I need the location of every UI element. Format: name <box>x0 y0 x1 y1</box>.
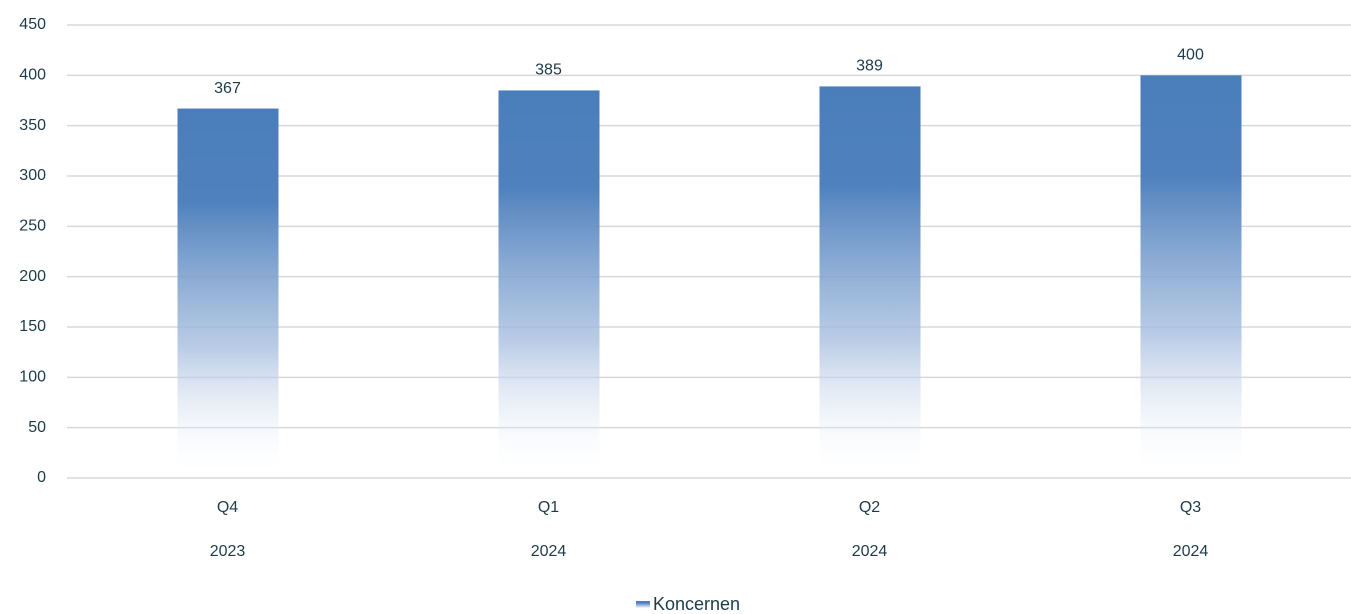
bar <box>177 108 279 478</box>
value-label: 400 <box>1177 47 1204 64</box>
y-tick-label: 300 <box>19 167 46 184</box>
y-tick-label: 150 <box>19 318 46 335</box>
bar <box>819 86 921 478</box>
x-group-label: 2024 <box>852 543 888 560</box>
y-tick-label: 50 <box>28 419 46 436</box>
y-tick-label: 350 <box>19 117 46 134</box>
y-tick-label: 0 <box>37 469 46 486</box>
y-tick-label: 100 <box>19 369 46 386</box>
x-group-label: 2024 <box>531 543 567 560</box>
x-tick-label: Q1 <box>538 499 559 516</box>
legend-label: Koncernen <box>653 594 740 614</box>
bar <box>1140 75 1242 478</box>
value-label: 367 <box>214 80 241 97</box>
y-tick-label: 250 <box>19 218 46 235</box>
x-tick-label: Q3 <box>1180 499 1201 516</box>
legend-swatch <box>636 601 650 609</box>
y-tick-label: 450 <box>19 16 46 33</box>
x-group-label: 2023 <box>210 543 246 560</box>
value-label: 389 <box>856 58 883 75</box>
y-tick-label: 200 <box>19 268 46 285</box>
x-group-label: 2024 <box>1173 543 1209 560</box>
value-label: 385 <box>535 62 562 79</box>
bar <box>498 90 600 478</box>
x-tick-label: Q2 <box>859 499 880 516</box>
y-tick-label: 400 <box>19 67 46 84</box>
x-tick-label: Q4 <box>217 499 238 516</box>
